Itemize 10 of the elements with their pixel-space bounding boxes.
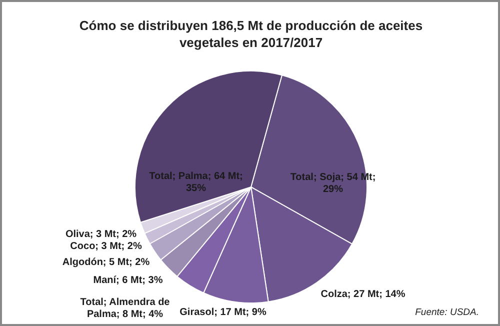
slice-label: Maní; 6 Mt; 3% (93, 275, 163, 286)
source-note: Fuente: USDA. (415, 307, 479, 318)
slice-label: Total; Palma; 64 Mt; 35% (149, 171, 243, 194)
slice-label: Total; Almendra de Palma; 8 Mt; 4% (80, 297, 170, 320)
slice-label: Oliva; 3 Mt; 2% (65, 229, 137, 240)
slice-label: Colza; 27 Mt; 14% (320, 289, 406, 300)
chart-title: Cómo se distribuyen 186,5 Mt de producción de aceites vegetales en 2017/2017 (79, 18, 423, 50)
slice-label: Girasol; 17 Mt; 9% (180, 307, 266, 318)
slice-label: Coco; 3 Mt; 2% (70, 241, 142, 252)
slice-label: Algodón; 5 Mt; 2% (62, 257, 150, 268)
